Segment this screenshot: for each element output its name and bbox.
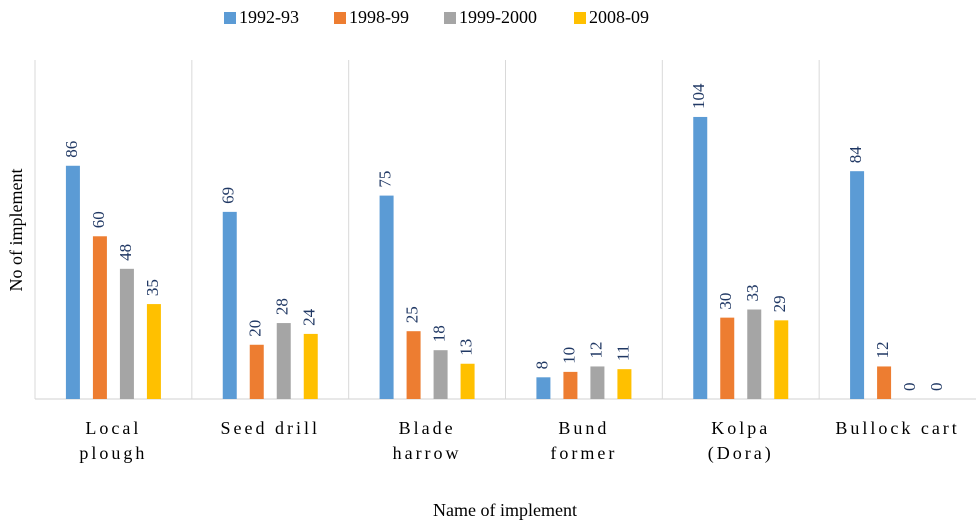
value-label: 24 — [300, 308, 319, 326]
x-axis-title: Name of implement — [433, 500, 577, 520]
bar — [747, 309, 762, 399]
bar — [774, 320, 789, 399]
value-label: 10 — [559, 347, 578, 364]
value-label: 60 — [89, 211, 108, 228]
value-label: 25 — [402, 306, 421, 323]
bar — [119, 268, 134, 399]
legend-swatch — [224, 12, 236, 24]
bar — [617, 369, 632, 399]
bar — [146, 304, 161, 399]
bar — [720, 317, 735, 399]
legend-swatch — [334, 12, 346, 24]
value-label: 30 — [716, 293, 735, 310]
legend-swatch — [574, 12, 586, 24]
x-tick-label: (Dora) — [708, 443, 774, 464]
legend-label: 1999-2000 — [459, 7, 537, 27]
bar — [92, 236, 107, 399]
x-tick-label: Bullock cart — [835, 418, 959, 438]
bar — [460, 363, 475, 399]
bar — [693, 116, 708, 400]
bar — [877, 366, 892, 399]
value-label: 104 — [689, 83, 708, 109]
legend-label: 1992-93 — [239, 7, 299, 27]
bar — [303, 333, 318, 399]
value-label: 28 — [273, 298, 292, 315]
value-label: 12 — [586, 341, 605, 358]
value-label: 8 — [532, 361, 551, 370]
bar — [65, 165, 80, 399]
bar — [850, 171, 865, 399]
value-label: 48 — [116, 244, 135, 261]
bar — [433, 350, 448, 399]
value-label: 0 — [927, 383, 946, 392]
bar — [536, 377, 551, 399]
value-label: 29 — [770, 295, 789, 312]
value-label: 75 — [375, 171, 394, 188]
bar — [406, 331, 421, 399]
bar — [590, 366, 605, 399]
x-tick-label: Blade — [399, 418, 456, 438]
x-tick-label: Kolpa — [711, 418, 770, 438]
value-label: 86 — [62, 141, 81, 158]
bar — [379, 195, 394, 399]
x-tick-label: Bund — [558, 418, 609, 438]
value-label: 20 — [246, 320, 265, 337]
value-label: 69 — [219, 187, 238, 204]
bar — [276, 323, 291, 399]
bar — [222, 211, 237, 399]
value-label: 0 — [900, 383, 919, 392]
value-label: 33 — [743, 285, 762, 302]
x-tick-label: harrow — [393, 443, 462, 463]
legend-swatch — [444, 12, 456, 24]
value-label: 84 — [846, 146, 865, 164]
y-axis-title: No of implement — [6, 169, 26, 292]
legend-label: 1998-99 — [349, 7, 409, 27]
value-label: 35 — [143, 279, 162, 296]
value-label: 18 — [429, 325, 448, 342]
value-label: 12 — [873, 341, 892, 358]
value-label: 13 — [456, 339, 475, 356]
x-tick-label: Seed drill — [221, 418, 321, 438]
legend-label: 2008-09 — [589, 7, 649, 27]
x-tick-label: Local — [85, 418, 141, 438]
bar — [563, 371, 578, 399]
value-label: 11 — [613, 345, 632, 361]
x-tick-label: former — [550, 443, 617, 463]
bar — [249, 344, 264, 399]
x-tick-label: plough — [79, 443, 147, 463]
